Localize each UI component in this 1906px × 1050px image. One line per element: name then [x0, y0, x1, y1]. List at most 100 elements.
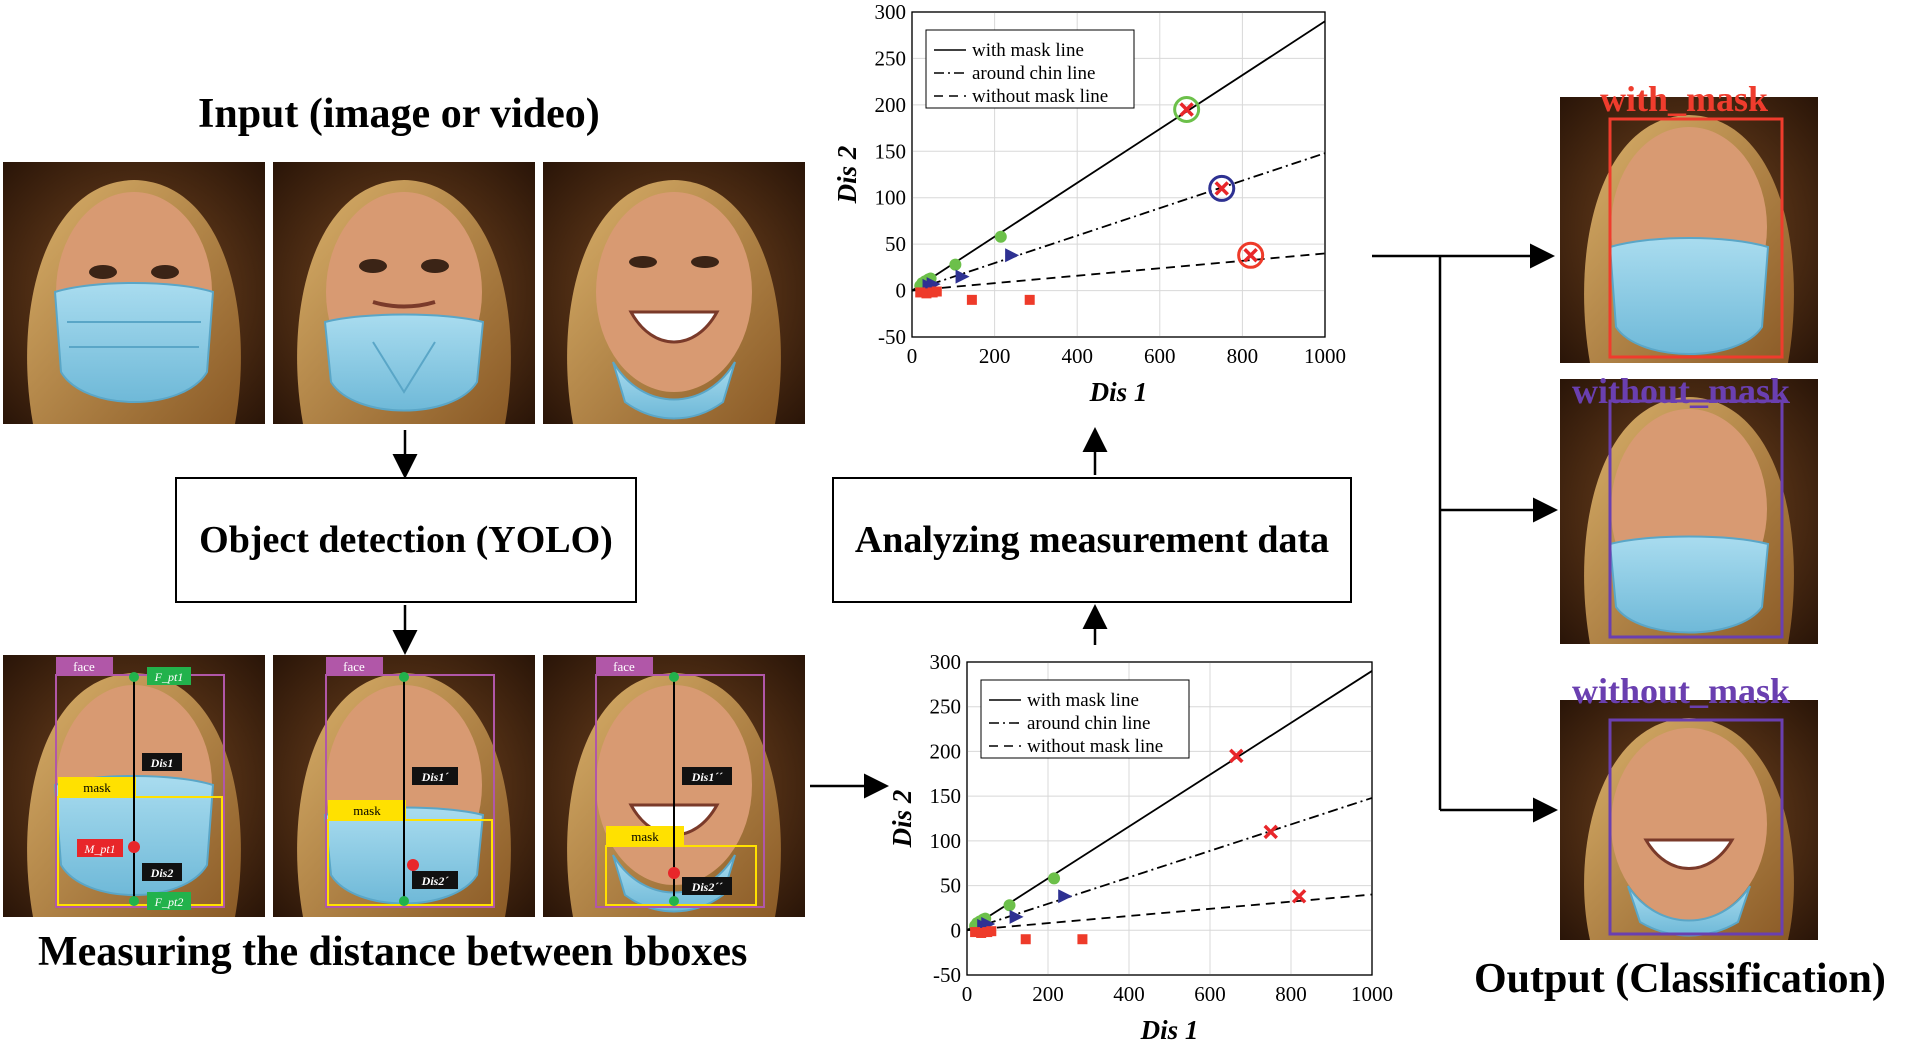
point-with-mask: [949, 258, 962, 271]
point-with-mask: [1003, 899, 1016, 912]
fit-line-dashdot: [911, 152, 1326, 292]
point-around-chin: [1005, 248, 1020, 263]
y-tick-label: 0: [896, 279, 907, 303]
x-tick-label: 400: [1113, 982, 1145, 1006]
y-tick-label: 50: [940, 874, 961, 898]
legend-entry: without mask line: [972, 86, 1108, 107]
point-measured: [1214, 181, 1229, 196]
point-without-mask: [966, 294, 977, 305]
y-axis-label: Dis 2: [832, 146, 862, 205]
output-label-with-mask: with_mask: [1600, 79, 1769, 119]
point-measured: [1291, 889, 1307, 904]
x-tick-label: 200: [1032, 982, 1064, 1006]
point-measured: [1263, 824, 1278, 840]
svg-text:mask: mask: [631, 829, 659, 844]
x-tick-label: 800: [1275, 982, 1307, 1006]
svg-text:M_pt1: M_pt1: [83, 842, 115, 856]
y-tick-label: 200: [930, 739, 962, 763]
svg-text:Dis2´: Dis2´: [421, 874, 450, 888]
output-label-without-mask-2: without_mask: [1572, 671, 1791, 711]
svg-text:mask: mask: [353, 803, 381, 818]
legend-entry: without mask line: [1027, 736, 1163, 757]
svg-text:Dis1: Dis1: [150, 756, 174, 770]
x-tick-label: 0: [907, 344, 918, 368]
svg-text:F_pt1: F_pt1: [154, 670, 184, 684]
point-without-mask: [915, 287, 926, 298]
svg-text:face: face: [343, 659, 365, 674]
fit-line-solid: [966, 670, 1373, 932]
point-without-mask: [1024, 294, 1035, 305]
fit-line-solid: [911, 20, 1326, 292]
y-tick-label: 100: [930, 829, 962, 853]
output-label-without-mask-1: without_mask: [1572, 371, 1791, 411]
highlight-ring: [1208, 174, 1236, 202]
y-tick-label: 300: [930, 650, 962, 674]
point-without-mask: [931, 286, 942, 297]
point-measured: [1243, 248, 1258, 263]
x-axis-label: Dis 1: [1089, 377, 1148, 407]
yolo-box: Object detection (YOLO): [175, 477, 637, 603]
point-without-mask: [1077, 934, 1088, 945]
input-image-mask-off: [543, 162, 805, 424]
point-around-chin: [1009, 909, 1024, 924]
legend-entry: with mask line: [972, 40, 1084, 61]
face-label: face: [73, 659, 95, 674]
svg-text:face: face: [613, 659, 635, 674]
point-without-mask: [921, 288, 932, 299]
point-with-mask: [1048, 872, 1061, 885]
y-tick-label: 300: [875, 0, 907, 24]
x-tick-label: 0: [962, 982, 973, 1006]
output-image-with-mask: [1560, 97, 1818, 363]
x-tick-label: 800: [1227, 344, 1259, 368]
x-tick-label: 200: [979, 344, 1011, 368]
analyze-box: Analyzing measurement data: [832, 477, 1352, 603]
y-tick-label: 250: [875, 46, 907, 70]
y-axis-label: Dis 2: [887, 790, 917, 849]
y-tick-label: 200: [875, 93, 907, 117]
y-tick-label: -50: [878, 325, 906, 349]
bottom-chart: 0 200 400 600 800 1000-50050100150200250300wi…: [887, 650, 1393, 1045]
x-tick-label: 600: [1194, 982, 1226, 1006]
y-tick-label: -50: [933, 963, 961, 987]
x-tick-label: 600: [1144, 344, 1176, 368]
output-title: Output (Classification): [1474, 956, 1886, 1002]
detection-image-1: face mask F_pt1 Dis1 M_pt1 Dis2 F_pt2: [3, 655, 265, 917]
top-chart: 0 200 400 600 800 1000-50050100150200250300wi…: [832, 0, 1346, 407]
y-tick-label: 250: [930, 695, 962, 719]
x-tick-label: 400: [1061, 344, 1093, 368]
point-measured: [1179, 102, 1194, 117]
legend-entry: with mask line: [1027, 690, 1139, 711]
output-image-around-chin: [1560, 379, 1818, 644]
detection-image-3: face mask Dis1´´ Dis2´´: [543, 655, 805, 917]
point-without-mask: [970, 927, 981, 938]
mask-label: mask: [83, 780, 111, 795]
fit-line-dashdot: [966, 797, 1373, 932]
detection-image-2: face mask Dis1´ Dis2´: [273, 655, 535, 917]
svg-text:Dis2´´: Dis2´´: [691, 880, 724, 894]
y-tick-label: 0: [951, 918, 962, 942]
x-tick-label: 1000: [1304, 344, 1346, 368]
output-image-without-mask: [1560, 700, 1818, 940]
point-around-chin: [955, 269, 970, 284]
point-measured: [1229, 748, 1244, 764]
legend-entry: around chin line: [972, 63, 1095, 84]
point-around-chin: [1058, 889, 1073, 904]
highlight-ring: [1173, 96, 1201, 123]
input-image-mask-on: [3, 162, 265, 424]
svg-text:F_pt2: F_pt2: [154, 895, 184, 909]
point-with-mask: [994, 230, 1007, 243]
input-title: Input (image or video): [198, 91, 600, 137]
point-without-mask: [976, 927, 987, 938]
x-axis-label: Dis 1: [1140, 1015, 1199, 1045]
y-tick-label: 100: [875, 186, 907, 210]
y-tick-label: 150: [875, 139, 907, 163]
legend-entry: around chin line: [1027, 713, 1150, 734]
point-without-mask: [1020, 934, 1031, 945]
x-tick-label: 1000: [1351, 982, 1393, 1006]
highlight-ring: [1237, 241, 1265, 269]
input-image-mask-chin: [273, 162, 535, 424]
svg-text:Dis1´: Dis1´: [421, 770, 450, 784]
